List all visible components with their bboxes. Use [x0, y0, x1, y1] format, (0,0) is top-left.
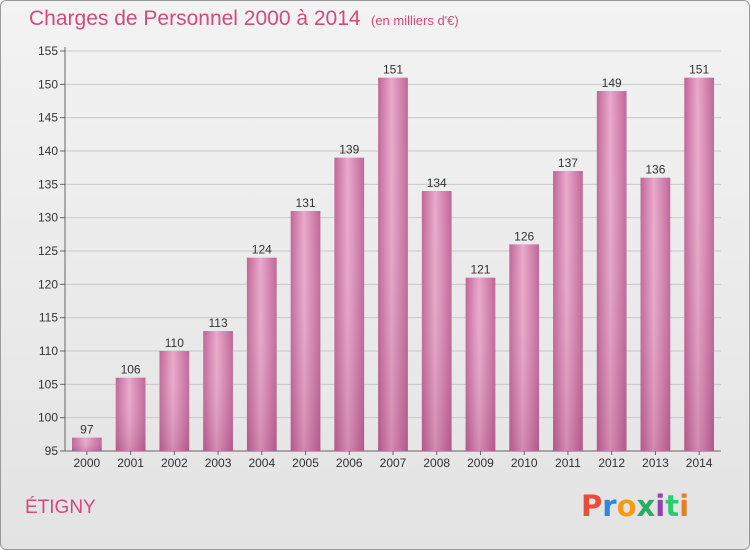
bar-shade — [378, 77, 408, 452]
bar-value-label: 149 — [602, 76, 622, 90]
bar-value-label: 131 — [296, 196, 316, 210]
bar-shade — [159, 351, 190, 451]
y-tick-label: 125 — [38, 244, 58, 258]
x-tick-label: 2008 — [423, 456, 450, 470]
logo-letter: i — [655, 489, 666, 523]
bar-shade — [509, 244, 540, 451]
x-tick-label: 2004 — [248, 456, 275, 470]
x-tick-label: 2002 — [161, 456, 188, 470]
y-tick-label: 130 — [38, 211, 58, 225]
bar-shade — [71, 437, 102, 451]
x-tick-label: 2011 — [555, 456, 581, 470]
bar-value-label: 139 — [339, 143, 359, 157]
x-tick-label: 2009 — [467, 456, 494, 470]
bar-value-label: 124 — [252, 243, 272, 257]
bar-shade — [334, 157, 365, 451]
x-tick-label: 2001 — [117, 456, 144, 470]
logo-letter: t — [665, 489, 680, 523]
bar-shade — [421, 191, 452, 451]
x-tick-label: 2005 — [292, 456, 319, 470]
x-tick-label: 2006 — [336, 456, 363, 470]
bar-shade — [203, 331, 233, 451]
x-tick-label: 2014 — [686, 456, 713, 470]
y-tick-label: 140 — [38, 144, 58, 158]
bar-shade — [115, 377, 146, 451]
bar-shade — [465, 277, 496, 451]
bar-value-label: 106 — [121, 363, 141, 377]
bar-value-label: 136 — [645, 163, 665, 177]
y-tick-label: 110 — [39, 344, 58, 358]
bar-shade — [596, 91, 627, 451]
bar-value-label: 97 — [80, 423, 94, 437]
bar-value-label: 137 — [558, 156, 578, 170]
bar-shade — [246, 257, 277, 451]
bar-value-label: 134 — [427, 176, 447, 190]
x-tick-label: 2010 — [511, 456, 538, 470]
y-tick-label: 135 — [38, 177, 58, 191]
bar-shade — [290, 211, 321, 451]
x-tick-label: 2013 — [642, 456, 669, 470]
chart-subtitle: (en milliers d'€) — [371, 13, 459, 28]
chart-title: Charges de Personnel 2000 à 2014 — [29, 7, 361, 30]
x-tick-label: 2012 — [598, 456, 625, 470]
bar-value-label: 113 — [208, 316, 227, 330]
bar-value-label: 121 — [470, 263, 490, 277]
bar-shade — [553, 171, 583, 451]
logo-letter: r — [602, 489, 617, 523]
bar-value-label: 126 — [514, 229, 534, 243]
logo-letter: i — [679, 489, 690, 523]
logo-letter: P — [581, 489, 603, 523]
logo-letter: x — [636, 489, 656, 523]
y-tick-label: 155 — [38, 44, 58, 58]
y-tick-label: 145 — [38, 111, 58, 125]
logo-letter: o — [616, 489, 637, 523]
bar-shade — [684, 77, 715, 452]
commune-name: ÉTIGNY — [25, 497, 96, 518]
y-tick-label: 100 — [38, 411, 58, 425]
x-tick-label: 2007 — [380, 456, 407, 470]
bar-value-label: 151 — [689, 63, 709, 77]
y-tick-label: 105 — [38, 377, 58, 391]
bar-value-label: 151 — [383, 63, 403, 77]
bar-shade — [640, 177, 671, 451]
proxiti-logo: Proxiti — [581, 489, 689, 523]
y-tick-label: 115 — [39, 311, 58, 325]
y-tick-label: 95 — [45, 444, 59, 458]
y-tick-label: 150 — [38, 77, 58, 91]
bar-value-label: 110 — [165, 336, 184, 350]
x-tick-label: 2003 — [205, 456, 232, 470]
x-tick-label: 2000 — [74, 456, 101, 470]
y-tick-label: 120 — [38, 277, 58, 291]
